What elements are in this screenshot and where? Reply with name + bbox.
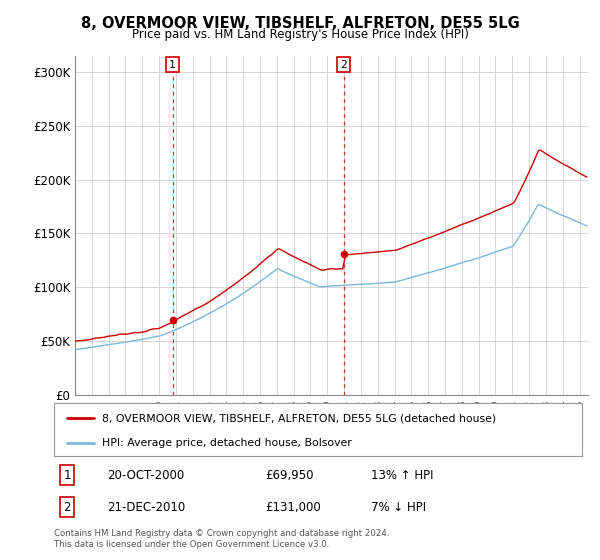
Text: 2: 2 [64,501,71,514]
Text: Contains HM Land Registry data © Crown copyright and database right 2024.
This d: Contains HM Land Registry data © Crown c… [54,529,389,549]
Text: 8, OVERMOOR VIEW, TIBSHELF, ALFRETON, DE55 5LG: 8, OVERMOOR VIEW, TIBSHELF, ALFRETON, DE… [80,16,520,31]
Text: 1: 1 [169,59,176,69]
Text: Price paid vs. HM Land Registry's House Price Index (HPI): Price paid vs. HM Land Registry's House … [131,28,469,41]
Text: 2: 2 [340,59,347,69]
Text: 20-OCT-2000: 20-OCT-2000 [107,469,184,482]
Text: £131,000: £131,000 [265,501,321,514]
Text: 7% ↓ HPI: 7% ↓ HPI [371,501,426,514]
Text: HPI: Average price, detached house, Bolsover: HPI: Average price, detached house, Bols… [101,438,351,448]
Text: 13% ↑ HPI: 13% ↑ HPI [371,469,433,482]
Text: £69,950: £69,950 [265,469,314,482]
Text: 1: 1 [64,469,71,482]
Text: 21-DEC-2010: 21-DEC-2010 [107,501,185,514]
Text: 8, OVERMOOR VIEW, TIBSHELF, ALFRETON, DE55 5LG (detached house): 8, OVERMOOR VIEW, TIBSHELF, ALFRETON, DE… [101,413,496,423]
